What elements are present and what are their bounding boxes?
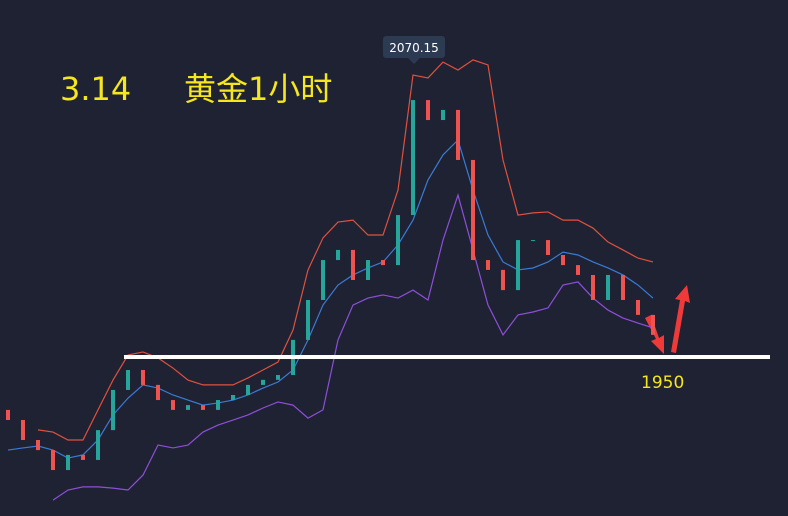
candle — [141, 369, 145, 385]
chart-title: 3.14 — [60, 70, 131, 108]
candle — [21, 420, 25, 440]
candle — [261, 379, 265, 385]
band-line — [37, 59, 654, 441]
candle — [441, 109, 445, 121]
candle — [621, 274, 625, 300]
candle — [126, 369, 130, 390]
candle — [51, 450, 55, 471]
candle — [96, 430, 100, 460]
candle — [6, 409, 10, 421]
candle — [516, 240, 520, 291]
candle — [186, 405, 190, 410]
candle — [171, 400, 175, 410]
candle — [456, 109, 460, 160]
chart-subtitle: 黄金1小时 — [184, 70, 332, 108]
candle — [336, 249, 340, 261]
candle — [576, 265, 580, 275]
price-tag: 2070.15 — [389, 41, 439, 55]
candle — [471, 159, 475, 261]
candle — [111, 389, 115, 431]
band-line — [7, 138, 654, 459]
price-tag-pointer — [408, 57, 420, 64]
candle — [651, 314, 655, 335]
candle — [66, 454, 70, 471]
candle — [606, 274, 610, 300]
candle — [321, 260, 325, 300]
candle — [396, 215, 400, 266]
candle — [501, 269, 505, 291]
candle — [531, 240, 535, 242]
candle — [366, 260, 370, 281]
candle — [216, 400, 220, 410]
candle — [351, 249, 355, 281]
price-tag-box — [383, 35, 445, 58]
candle — [486, 260, 490, 270]
candle — [276, 375, 280, 380]
support-label: 1950 — [641, 373, 684, 393]
candle — [201, 405, 205, 410]
candle — [156, 384, 160, 401]
candle — [426, 100, 430, 121]
candle — [561, 254, 565, 266]
candle — [636, 299, 640, 315]
candle — [591, 274, 595, 300]
candle — [381, 260, 385, 266]
candle — [306, 299, 310, 340]
candle — [546, 240, 550, 255]
candle — [246, 384, 250, 395]
band-line — [52, 193, 654, 501]
candle — [411, 100, 415, 216]
candle — [81, 454, 85, 460]
candle — [231, 394, 235, 401]
up-arrow — [671, 285, 690, 353]
candle — [36, 439, 40, 451]
